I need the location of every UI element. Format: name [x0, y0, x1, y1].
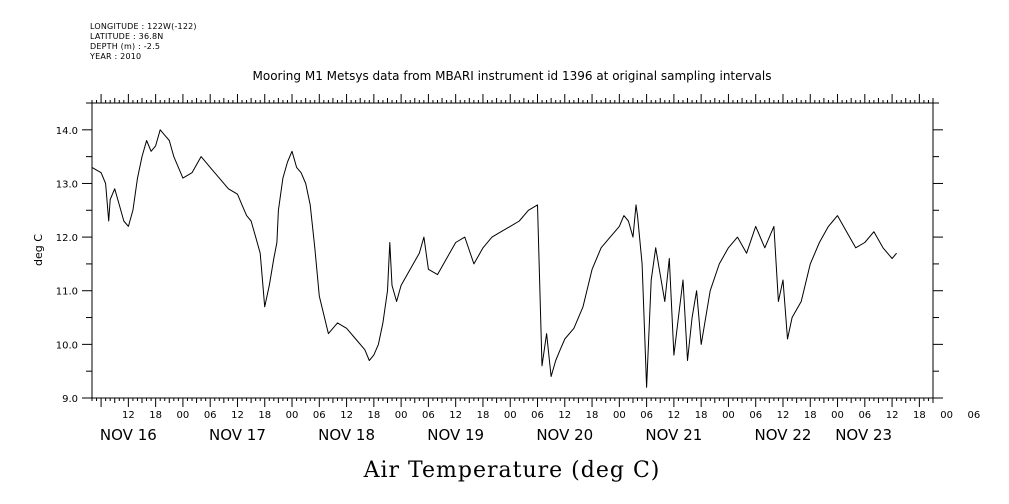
station-metadata: LONGITUDE : 122W(-122) LATITUDE : 36.8N … — [90, 22, 197, 62]
x-tick-label: 12 — [886, 410, 899, 421]
x-tick-label: 12 — [231, 410, 244, 421]
x-tick-label: 18 — [149, 410, 162, 421]
x-axis-label: Air Temperature (deg C) — [363, 458, 661, 483]
y-tick-label: 14.0 — [56, 126, 78, 137]
y-tick-label: 12.0 — [56, 233, 78, 244]
chart-title: Mooring M1 Metsys data from MBARI instru… — [253, 69, 772, 83]
y-axis-label: deg C — [32, 234, 45, 266]
x-tick-label: 06 — [204, 410, 217, 421]
x-tick-label: 12 — [777, 410, 790, 421]
y-tick-label: 11.0 — [56, 287, 78, 298]
x-tick-label: 06 — [422, 410, 435, 421]
x-day-label: NOV 19 — [427, 426, 484, 444]
x-axis: 12 18 00 06 12 18 00 06 12 18 00 06 12 18 00 06 12 18 00 06… — [91, 94, 981, 444]
x-tick-label: 12 — [449, 410, 462, 421]
x-tick-label: 12 — [668, 410, 681, 421]
meta-depth: DEPTH (m) : -2.5 — [90, 42, 161, 51]
x-tick-label: 18 — [586, 410, 599, 421]
x-tick-label: 06 — [640, 410, 653, 421]
x-tick-label: 12 — [558, 410, 571, 421]
x-day-label: NOV 21 — [645, 426, 702, 444]
series-line — [91, 129, 897, 388]
x-tick-label: 00 — [395, 410, 408, 421]
y-tick-label: 9.0 — [62, 394, 78, 405]
x-tick-label: 06 — [749, 410, 762, 421]
x-tick-label: 06 — [858, 410, 871, 421]
meta-latitude: LATITUDE : 36.8N — [90, 32, 164, 41]
x-day-label: NOV 17 — [209, 426, 266, 444]
x-tick-label: 06 — [531, 410, 544, 421]
x-tick-label: 00 — [504, 410, 517, 421]
meta-longitude: LONGITUDE : 122W(-122) — [90, 22, 197, 31]
x-tick-label: 00 — [831, 410, 844, 421]
x-tick-label: 12 — [340, 410, 353, 421]
x-day-label: NOV 22 — [755, 426, 812, 444]
x-day-label: NOV 16 — [100, 426, 157, 444]
x-tick-label: 00 — [722, 410, 735, 421]
x-day-label: NOV 23 — [835, 426, 892, 444]
x-tick-label: 06 — [313, 410, 326, 421]
plot-frame — [91, 102, 934, 399]
x-tick-label: 12 — [122, 410, 135, 421]
x-tick-label: 00 — [286, 410, 299, 421]
x-tick-label: 18 — [695, 410, 708, 421]
meta-year: YEAR : 2010 — [90, 52, 142, 61]
x-tick-label: 06 — [968, 410, 981, 421]
x-tick-label: 00 — [177, 410, 190, 421]
x-day-label: NOV 18 — [318, 426, 375, 444]
x-tick-label: 18 — [258, 410, 271, 421]
x-tick-label: 18 — [913, 410, 926, 421]
series-layer — [91, 129, 897, 388]
x-tick-label: 18 — [804, 410, 817, 421]
x-day-label: NOV 20 — [536, 426, 593, 444]
x-tick-label: 18 — [367, 410, 380, 421]
y-tick-label: 13.0 — [56, 179, 78, 190]
x-tick-label: 00 — [613, 410, 626, 421]
y-axis: 9.0 10.0 11.0 12.0 13.0 14.0 — [56, 102, 943, 405]
x-tick-label: 18 — [477, 410, 490, 421]
y-tick-label: 10.0 — [56, 340, 78, 351]
x-tick-label: 00 — [940, 410, 953, 421]
